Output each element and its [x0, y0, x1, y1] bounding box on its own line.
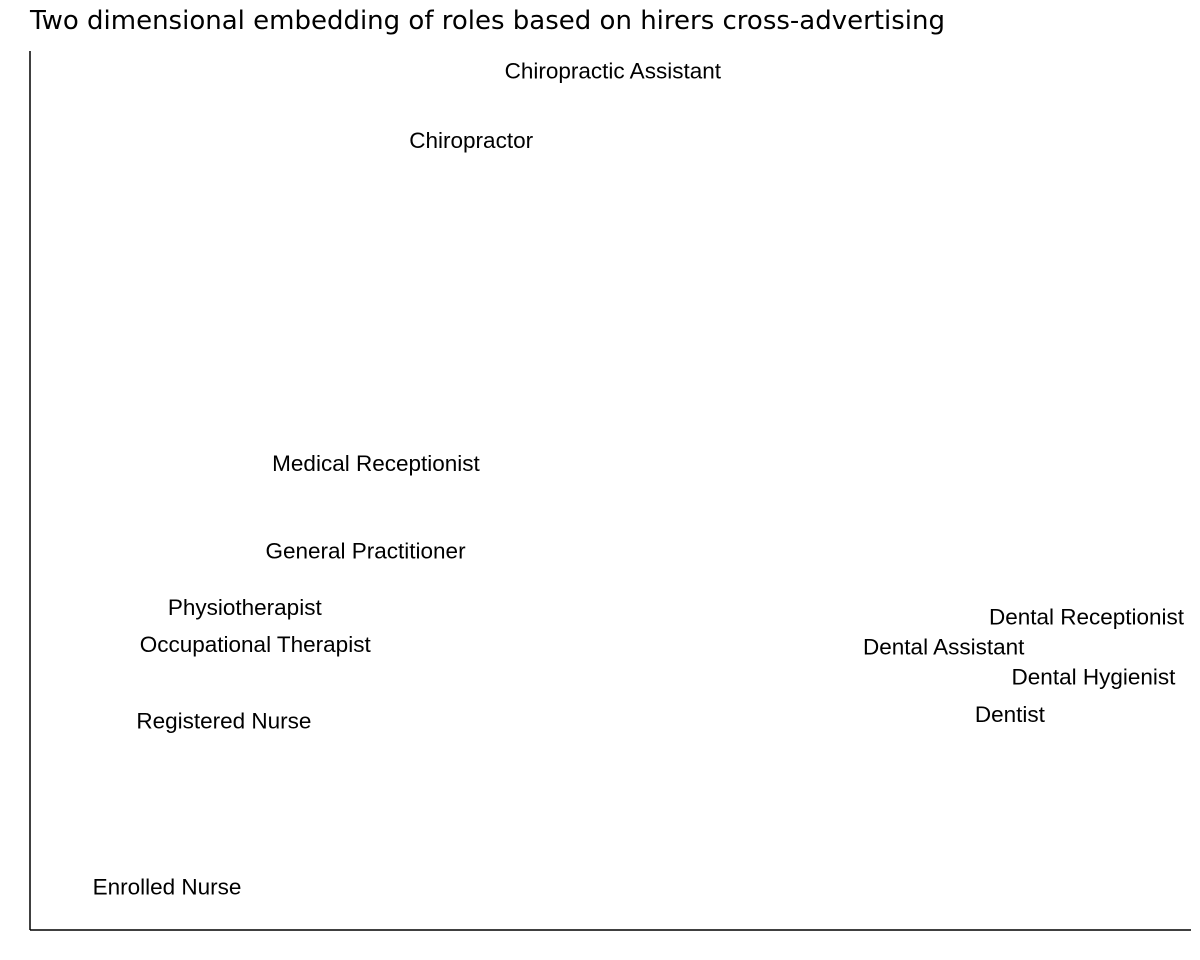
point-label: Occupational Therapist	[140, 632, 372, 657]
point-label: Dental Assistant	[863, 634, 1025, 659]
point-label: Dental Hygienist	[1012, 664, 1177, 689]
point-label: Enrolled Nurse	[93, 874, 242, 899]
point-label: Chiropractic Assistant	[505, 59, 722, 84]
point-label: Dentist	[975, 702, 1046, 727]
point-label: Physiotherapist	[168, 595, 323, 620]
point-label: Chiropractor	[409, 128, 533, 153]
point-label: Dental Receptionist	[989, 605, 1185, 630]
point-label: Registered Nurse	[136, 708, 311, 733]
chart-title: Two dimensional embedding of roles based…	[30, 6, 945, 36]
point-label: General Practitioner	[265, 539, 466, 564]
point-label: Medical Receptionist	[272, 451, 480, 476]
point-labels: Chiropractic Assistant Chiropractor Medica…	[93, 59, 1185, 900]
